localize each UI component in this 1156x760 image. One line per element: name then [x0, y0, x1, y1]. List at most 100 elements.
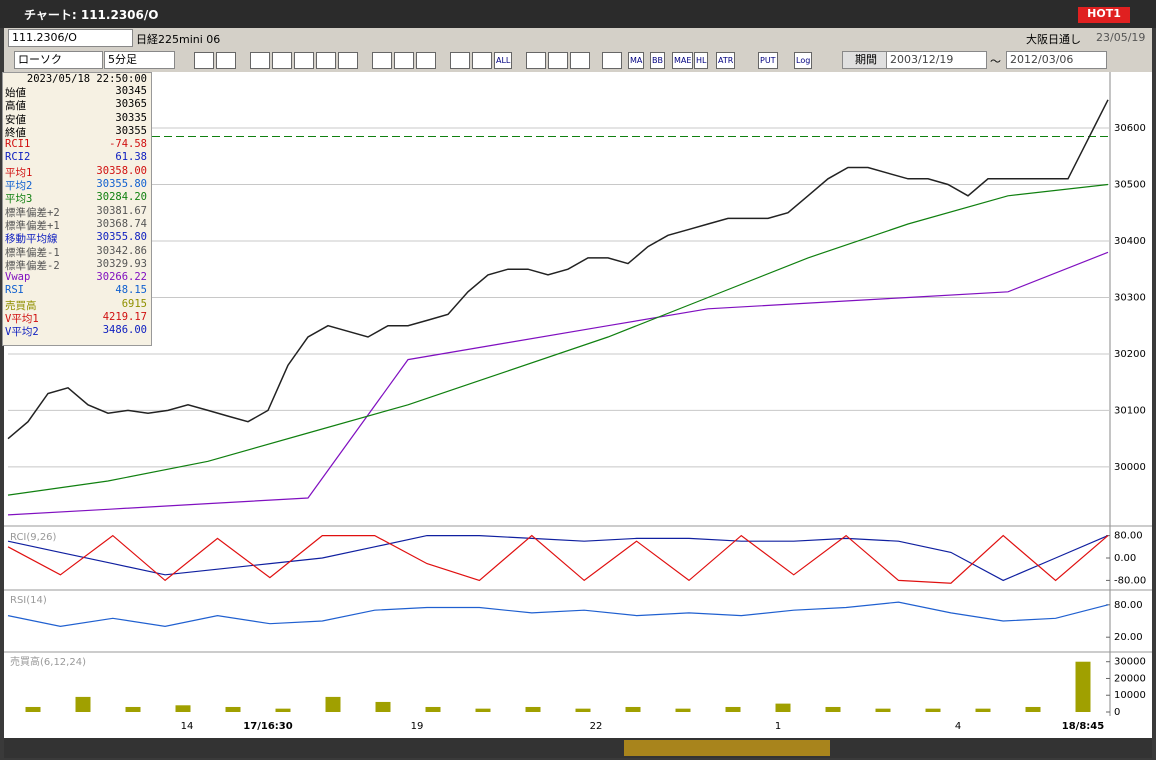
icon-button[interactable]: ATR [716, 52, 736, 69]
info-label: 標準偏差+2 [5, 206, 60, 219]
icon-button[interactable]: MAE [672, 52, 694, 69]
info-row: 終値 30355 [3, 124, 151, 139]
info-value: 3486.00 [102, 324, 147, 337]
scrollbar[interactable] [4, 738, 1152, 758]
icon-button[interactable] [416, 52, 436, 69]
title-bar: チャート: 111.2306/O HOT1 [0, 0, 1156, 28]
info-row: RCI2 61.38 [3, 151, 151, 164]
info-label: 移動平均線 [5, 233, 58, 246]
info-row: Vwap 30266.22 [3, 271, 151, 284]
hot-badge[interactable]: HOT1 [1078, 7, 1130, 23]
market-date: 23/05/19 [1096, 31, 1146, 44]
y-tick-label: 30000 [1114, 462, 1146, 473]
info-value: 30368.74 [96, 217, 147, 230]
info-row: 標準偏差-1 30342.86 [3, 245, 151, 259]
y-tick-label: 80.00 [1114, 531, 1143, 542]
symbol-select[interactable]: 111.2306/O [8, 29, 133, 47]
volume-bar [725, 706, 741, 712]
volume-bar [75, 696, 91, 712]
icon-button[interactable] [194, 52, 214, 69]
icon-button[interactable]: ALL [494, 52, 513, 69]
icon-button[interactable] [570, 52, 590, 69]
y-tick-label: 80.00 [1114, 600, 1143, 611]
info-label: 安値 [5, 113, 26, 126]
icon-button[interactable]: Log [794, 52, 813, 69]
icon-button[interactable] [294, 52, 314, 69]
info-label: 高値 [5, 100, 26, 113]
volume-bar [675, 708, 691, 712]
interval-select[interactable]: 5分足 [104, 51, 175, 69]
info-label: 始値 [5, 87, 26, 99]
info-row: 標準偏差+2 30381.67 [3, 205, 151, 219]
info-row: 平均2 30355.80 [3, 178, 151, 192]
y-tick-label: 20000 [1114, 673, 1146, 684]
volume-bar [275, 708, 291, 712]
info-row: 移動平均線 30355.80 [3, 231, 151, 246]
volume-bar [475, 708, 491, 712]
rsi-line [7, 601, 1109, 628]
plot-bg [4, 72, 1152, 716]
icon-button[interactable] [526, 52, 546, 69]
pane-label: RCI(9,26) [10, 532, 57, 543]
y-tick-label: 30500 [1114, 179, 1146, 190]
icon-button[interactable] [338, 52, 358, 69]
icon-button[interactable] [548, 52, 568, 69]
info-label: 標準偏差-1 [5, 246, 60, 259]
icon-button[interactable]: BB [650, 52, 665, 69]
icon-button[interactable] [602, 52, 622, 69]
y-tick-label: 10000 [1114, 690, 1146, 701]
y-tick-label: 30200 [1114, 349, 1146, 360]
toolbar-top: 111.2306/O 日経225mini 06 大阪日通し 23/05/19 [4, 28, 1152, 48]
info-value: 6915 [121, 297, 147, 310]
icon-button[interactable] [472, 52, 492, 69]
icon-button[interactable] [272, 52, 292, 69]
info-label: 平均1 [5, 166, 33, 179]
info-value: 61.38 [115, 151, 147, 164]
to-date[interactable]: 2012/03/06 [1006, 51, 1107, 69]
x-tick-label: 19 [411, 721, 424, 732]
volume-bar [375, 701, 391, 712]
info-row: 安値 30335 [3, 112, 151, 126]
y-tick-label: 30400 [1114, 236, 1146, 247]
info-label: V平均1 [5, 313, 39, 326]
icon-button[interactable] [450, 52, 470, 69]
volume-bar [925, 708, 941, 712]
x-tick-label: 18/8:45 [1062, 721, 1104, 732]
y-tick-label: 0.00 [1114, 553, 1136, 564]
volume-bar [525, 706, 541, 712]
icon-button[interactable] [250, 52, 270, 69]
x-tick-label: 4 [955, 721, 961, 732]
x-axis-bg [4, 716, 1152, 738]
instrument-name: 日経225mini 06 [136, 33, 221, 46]
vwap-line [7, 251, 1109, 516]
chart-type-select[interactable]: ローソク [14, 51, 103, 69]
y-tick-label: 30100 [1114, 405, 1146, 416]
rci-fast-line [7, 534, 1109, 584]
info-label: 平均3 [5, 193, 33, 206]
icon-button[interactable]: HL [694, 52, 709, 69]
icon-button[interactable]: MA [628, 52, 645, 69]
icon-button[interactable] [216, 52, 236, 69]
volume-bar [225, 706, 241, 712]
icon-button[interactable] [394, 52, 414, 69]
info-value: 30266.22 [96, 271, 147, 284]
toolbar-bottom: ローソク 5分足 ALL MA BB MAE HL ATR PUT Log 期間 2003/1… [4, 48, 1152, 72]
info-value: 30355 [115, 124, 147, 137]
info-row: V平均1 4219.17 [3, 311, 151, 326]
y-tick-label: 20.00 [1114, 632, 1143, 643]
scroll-thumb[interactable] [624, 740, 830, 756]
y-tick-label: -80.00 [1114, 575, 1146, 586]
y-tick-label: 30000 [1114, 657, 1146, 668]
from-date[interactable]: 2003/12/19 [886, 51, 987, 69]
volume-bar [125, 706, 141, 712]
volume-bar [175, 705, 191, 712]
info-label: RCI1 [5, 138, 31, 151]
icon-button[interactable]: PUT [758, 52, 778, 69]
info-row: 始値 30345 [3, 85, 151, 99]
icon-button[interactable] [316, 52, 336, 69]
volume-bar [875, 708, 891, 712]
info-label: 標準偏差+1 [5, 219, 60, 232]
icon-button[interactable] [372, 52, 392, 69]
